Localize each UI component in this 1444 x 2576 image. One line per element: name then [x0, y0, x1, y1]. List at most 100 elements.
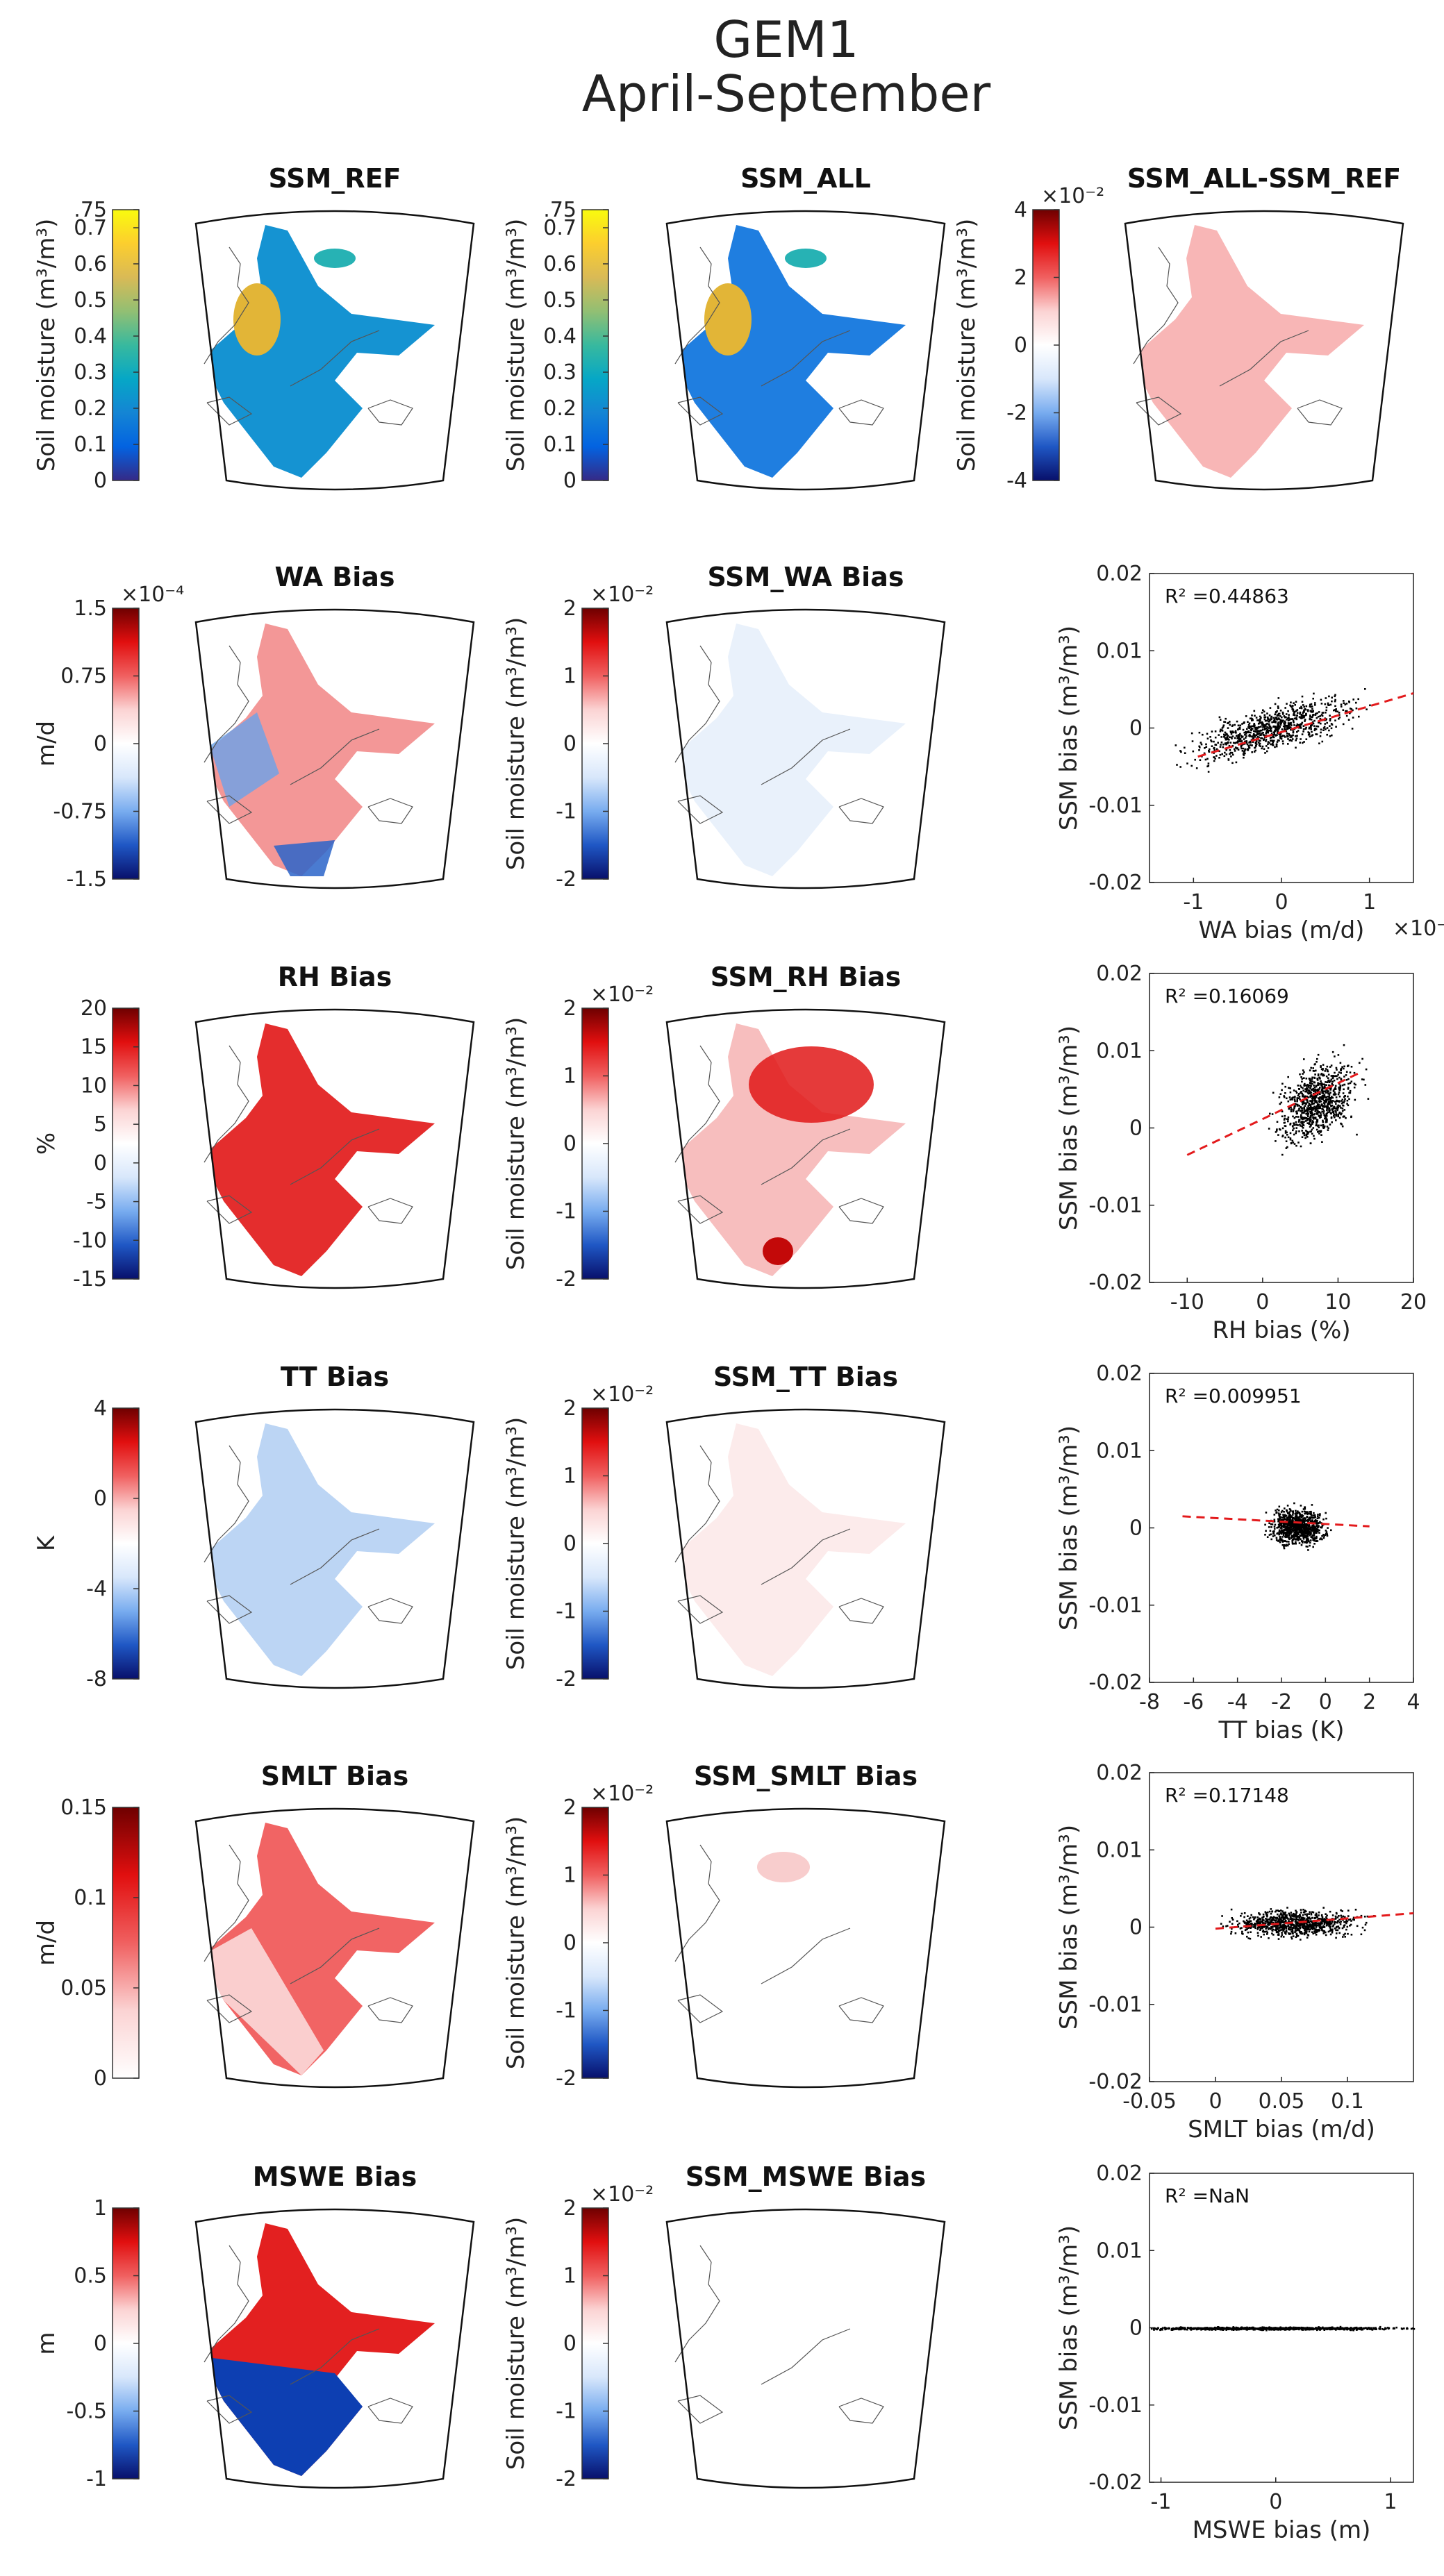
scatter-point [1249, 717, 1252, 720]
scatter-point [1307, 1521, 1309, 1523]
scatter-point [1179, 2327, 1181, 2330]
colorbar-label: Soil moisture (m³/m³) [502, 219, 530, 472]
scatter-point [1273, 2327, 1276, 2330]
scatter-point [1303, 1096, 1305, 1098]
scatter-point [1240, 736, 1243, 738]
scatter-point [1291, 1108, 1293, 1110]
scatter-point [1295, 1516, 1298, 1518]
scatter-point [1321, 740, 1324, 743]
scatter-point [1327, 1102, 1329, 1105]
scatter-point [1309, 1911, 1311, 1913]
scatter-point [1277, 1520, 1280, 1522]
scatter-point [1226, 736, 1229, 738]
scatter-point [1243, 756, 1245, 759]
scatter-point [1280, 2327, 1283, 2330]
scatter-point [1254, 728, 1256, 730]
scatter-point [1308, 1089, 1311, 1092]
scatter-point [1225, 753, 1228, 755]
scatter-point [1268, 1921, 1270, 1923]
scatter-point [1289, 736, 1292, 738]
scatter-point [1209, 2329, 1211, 2331]
scatter-point [1334, 2327, 1336, 2330]
coastline [838, 1198, 884, 1224]
scatter-point [1304, 1931, 1306, 1934]
scatter-point [1289, 1523, 1292, 1525]
scatter-point [1231, 730, 1234, 733]
scatter-point [1302, 1095, 1304, 1098]
colorbar-tick-label: 2 [563, 596, 576, 621]
scatter-point [1336, 1916, 1339, 1918]
scatter-point [1289, 1123, 1291, 1126]
scatter-point [1299, 1914, 1301, 1916]
scatter-point [1270, 1523, 1272, 1525]
scatter-point [1278, 1915, 1280, 1917]
map-r5c1: MSWE Bias [194, 2161, 475, 2489]
coastline [206, 396, 253, 426]
scatter-point [1340, 705, 1343, 708]
scatter-point [1228, 744, 1231, 747]
scatter-point [1261, 721, 1263, 724]
scatter-point [1248, 1918, 1251, 1920]
scatter-point [1288, 1543, 1290, 1546]
scatter-point [1327, 1090, 1329, 1092]
scatter-point [1211, 745, 1213, 747]
scatter-point [1320, 1134, 1322, 1136]
scatter-point [1306, 1524, 1309, 1527]
scatter-point [1195, 767, 1198, 769]
scatter-point [1325, 1106, 1327, 1108]
scatter-point [1323, 1095, 1326, 1098]
scatter-point [1299, 1916, 1302, 1918]
scatter-point [1302, 1926, 1305, 1929]
scatter-point [1276, 1121, 1279, 1123]
colorbar-tick-label: 2 [1014, 266, 1027, 290]
scatter-point [1360, 1933, 1363, 1936]
scatter-point [1291, 1139, 1294, 1142]
scatter-point [1268, 1526, 1270, 1528]
scatter-point [1295, 717, 1297, 719]
scatter-point [1318, 2326, 1320, 2328]
scatter-point [1291, 1918, 1294, 1920]
scatter-point [1325, 1114, 1327, 1117]
scatter-point [1327, 1129, 1329, 1131]
scatter-point [1322, 727, 1325, 729]
scatter-point [1267, 747, 1270, 749]
scatter-point [1301, 733, 1304, 735]
scatter-point [1252, 1916, 1254, 1918]
scatter-point [1313, 692, 1315, 695]
scatter-point [1316, 1057, 1318, 1060]
scatter-point [1227, 741, 1229, 744]
scatter-point [1318, 1918, 1320, 1920]
scatter-point [1279, 1929, 1281, 1932]
scatter-point [1286, 1536, 1288, 1538]
scatter-point [1279, 733, 1282, 735]
scatter-point [1341, 1916, 1343, 1918]
scatter-point [1320, 731, 1322, 734]
scatter-point [1265, 724, 1268, 726]
scatter-point [1293, 1924, 1295, 1926]
scatter-point [1353, 1071, 1356, 1074]
scatter-point [1215, 744, 1218, 746]
scatter-point [1306, 1528, 1308, 1530]
scatter-point [1295, 1121, 1297, 1123]
scatter-point [1295, 1130, 1297, 1132]
scatter-point [1240, 1912, 1243, 1915]
scatter-point [1316, 1113, 1318, 1115]
scatter-point [1243, 2327, 1245, 2329]
scatter-point [1288, 1933, 1291, 1935]
scatter-point [1304, 1909, 1306, 1912]
scatter-point [1334, 719, 1336, 721]
coastline [761, 1927, 851, 1984]
scatter-point [1318, 711, 1320, 713]
scatter-point [1263, 718, 1266, 721]
scatter-point [1272, 725, 1275, 728]
y-tick-label: 0.01 [1096, 2239, 1143, 2263]
y-tick-label: -0.02 [1088, 1671, 1143, 1695]
scatter-point [1231, 751, 1234, 754]
scatter-point [1299, 1927, 1301, 1929]
scatter-point [1280, 1935, 1283, 1938]
scatter-point [1314, 1110, 1316, 1112]
scatter-point [1234, 730, 1237, 732]
scatter-point [1259, 730, 1261, 733]
map-r0c2: SSM_ALL [665, 163, 946, 491]
scatter-point [1301, 1107, 1303, 1110]
